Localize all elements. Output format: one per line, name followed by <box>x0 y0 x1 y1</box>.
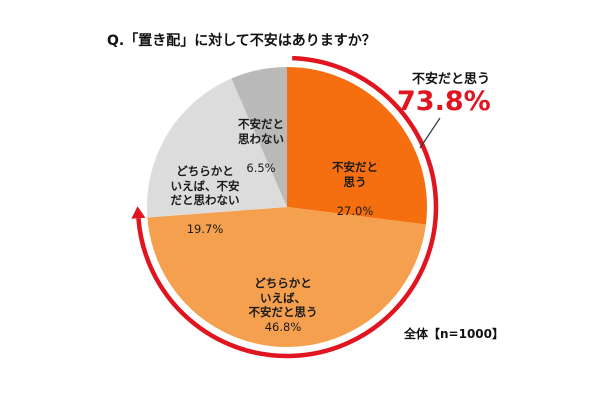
slice-label-somewhat-not-anxious-text: どちらかと いえば、不安 だと思わない <box>170 164 240 208</box>
highlight-arc <box>136 55 439 359</box>
slice-label-somewhat-anxious-text: どちらかと いえば、 不安だと思う <box>248 276 318 320</box>
pie-slice-not-anxious <box>231 67 287 207</box>
highlight-value: 73.8% <box>397 86 491 117</box>
pie-slice-somewhat-not-anxious <box>147 78 287 218</box>
slice-label-not-anxious-text: 不安だと 思わない <box>238 117 284 146</box>
slice-label-somewhat-not-anxious: どちらかと いえば、不安 だと思わない 19.7% <box>150 150 260 236</box>
slice-value-somewhat-anxious: 46.8% <box>264 319 302 334</box>
slice-label-somewhat-anxious: どちらかと いえば、 不安だと思う 46.8% <box>188 262 378 334</box>
slice-value-anxious: 27.0% <box>336 203 374 218</box>
pie-slice-somewhat-anxious <box>147 207 426 348</box>
chart-title: Q.「置き配」に対して不安はありますか？ <box>107 33 376 49</box>
callout-leader-line <box>419 117 441 149</box>
highlight-arrowhead <box>131 206 146 219</box>
pie-slice-anxious <box>287 67 427 225</box>
highlight-label: 不安だと思う <box>412 72 491 87</box>
slice-label-anxious: 不安だと 思う 27.0% <box>300 146 410 218</box>
slice-label-not-anxious: 不安だと 思わない 6.5% <box>226 103 296 175</box>
slice-label-anxious-text: 不安だと 思う <box>332 160 378 189</box>
slice-value-not-anxious: 6.5% <box>246 160 276 175</box>
slice-value-somewhat-not-anxious: 19.7% <box>186 221 224 236</box>
sample-size-note: 全体【n=1000】 <box>404 327 504 341</box>
